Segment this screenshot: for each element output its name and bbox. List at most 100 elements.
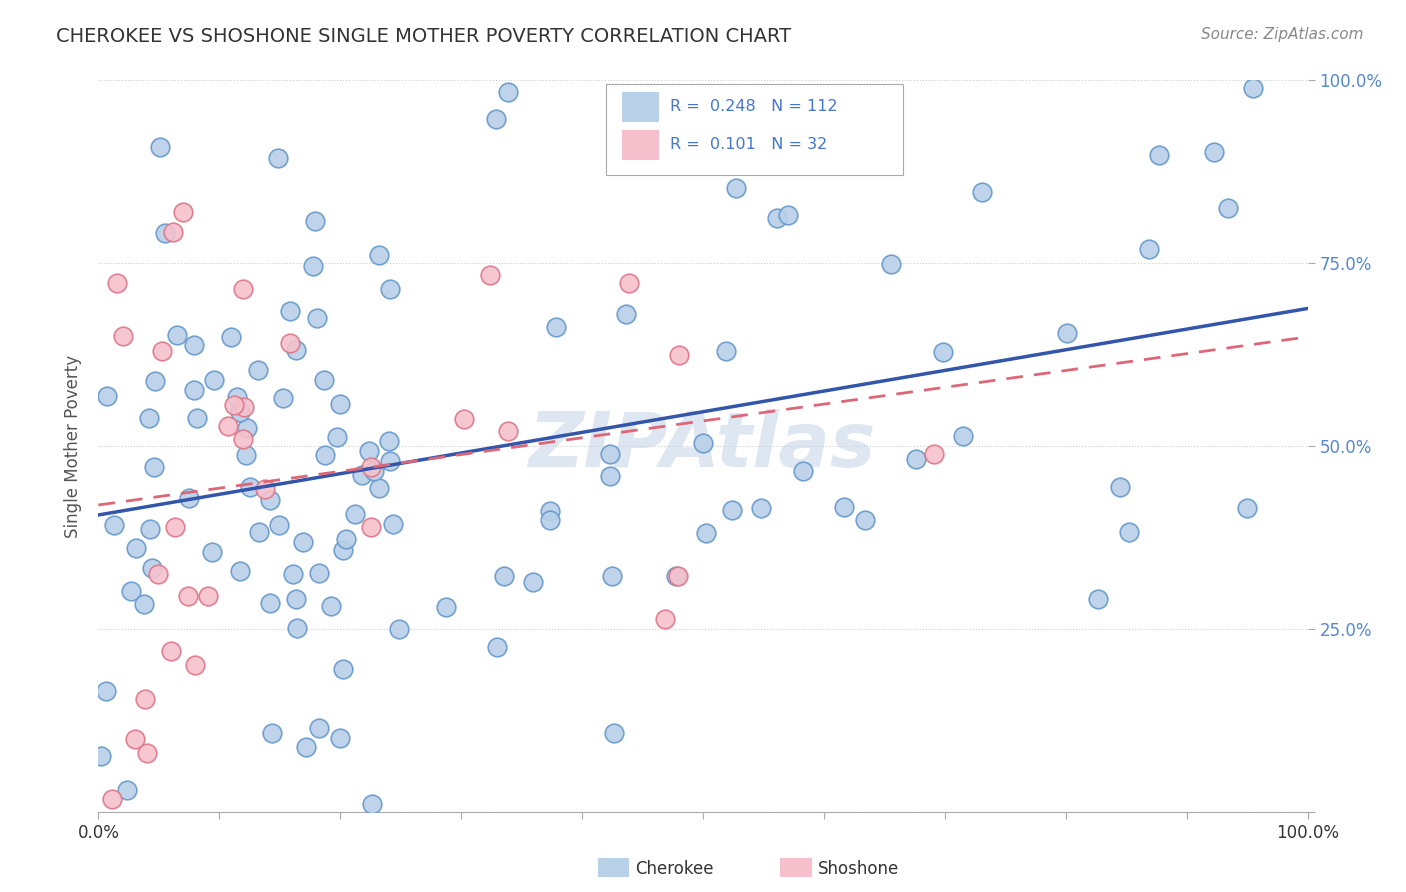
Point: [352, 468, 374, 483]
Text: Cherokee: Cherokee: [636, 860, 714, 878]
Point: [247, 524, 270, 539]
Point: [792, 464, 814, 478]
Bar: [621, 130, 658, 159]
Point: [1216, 201, 1239, 215]
Point: [360, 520, 382, 534]
Point: [695, 526, 717, 541]
Point: [229, 405, 252, 419]
Point: [183, 383, 205, 397]
Point: [538, 513, 561, 527]
Point: [665, 568, 688, 582]
Point: [160, 644, 183, 658]
Point: [308, 566, 330, 580]
Point: [260, 726, 283, 740]
Point: [1202, 145, 1225, 159]
Point: [368, 481, 391, 495]
Point: [922, 447, 945, 461]
Point: [314, 373, 336, 387]
Point: [139, 522, 162, 536]
Point: [357, 444, 380, 458]
Point: [149, 140, 172, 154]
Point: [281, 566, 304, 581]
Point: [360, 460, 382, 475]
Point: [235, 448, 257, 462]
Point: [496, 85, 519, 99]
Point: [1236, 501, 1258, 516]
Text: R =  0.248   N = 112: R = 0.248 N = 112: [671, 99, 838, 114]
Point: [96, 389, 118, 403]
Point: [666, 569, 689, 583]
Point: [479, 268, 502, 282]
Point: [267, 517, 290, 532]
Bar: [621, 92, 658, 121]
Point: [496, 424, 519, 438]
Point: [267, 151, 290, 165]
Point: [143, 375, 166, 389]
Point: [308, 721, 330, 735]
Point: [599, 469, 621, 483]
Point: [1087, 591, 1109, 606]
Point: [184, 658, 207, 673]
Point: [522, 574, 544, 589]
Point: [1108, 480, 1130, 494]
Point: [378, 434, 401, 449]
Point: [343, 507, 366, 521]
Point: [217, 419, 239, 434]
Point: [177, 491, 200, 505]
Point: [138, 410, 160, 425]
Point: [326, 430, 349, 444]
Point: [720, 503, 742, 517]
Point: [117, 783, 139, 797]
Point: [172, 205, 194, 219]
Point: [599, 447, 621, 461]
Text: Shoshone: Shoshone: [818, 860, 900, 878]
Point: [103, 517, 125, 532]
Point: [165, 519, 187, 533]
Point: [177, 589, 200, 603]
Point: [832, 500, 855, 515]
Point: [617, 276, 640, 290]
Point: [135, 746, 157, 760]
Point: [378, 282, 401, 296]
Point: [166, 328, 188, 343]
Point: [132, 597, 155, 611]
Point: [388, 622, 411, 636]
Point: [332, 662, 354, 676]
Point: [600, 569, 623, 583]
Point: [150, 344, 173, 359]
Point: [246, 363, 269, 377]
Point: [335, 532, 357, 546]
Point: [546, 319, 568, 334]
Point: [776, 208, 799, 222]
Point: [302, 259, 325, 273]
Point: [229, 564, 252, 578]
Point: [751, 500, 773, 515]
Point: [307, 310, 329, 325]
Point: [221, 330, 243, 344]
Point: [232, 432, 254, 446]
Point: [153, 226, 176, 240]
Point: [654, 612, 676, 626]
Point: [226, 390, 249, 404]
Point: [1241, 80, 1264, 95]
Point: [124, 731, 146, 746]
Point: [1137, 242, 1160, 256]
Point: [232, 282, 254, 296]
Point: [239, 480, 262, 494]
Point: [765, 211, 787, 225]
Point: [295, 739, 318, 754]
Point: [485, 112, 508, 126]
Point: [494, 568, 516, 582]
Point: [233, 400, 256, 414]
Point: [538, 504, 561, 518]
Point: [236, 421, 259, 435]
Point: [186, 410, 208, 425]
Point: [880, 257, 903, 271]
Text: Source: ZipAtlas.com: Source: ZipAtlas.com: [1201, 27, 1364, 42]
Point: [201, 545, 224, 559]
Point: [332, 542, 354, 557]
Point: [603, 725, 626, 739]
Point: [692, 435, 714, 450]
Point: [453, 411, 475, 425]
Point: [278, 335, 301, 350]
